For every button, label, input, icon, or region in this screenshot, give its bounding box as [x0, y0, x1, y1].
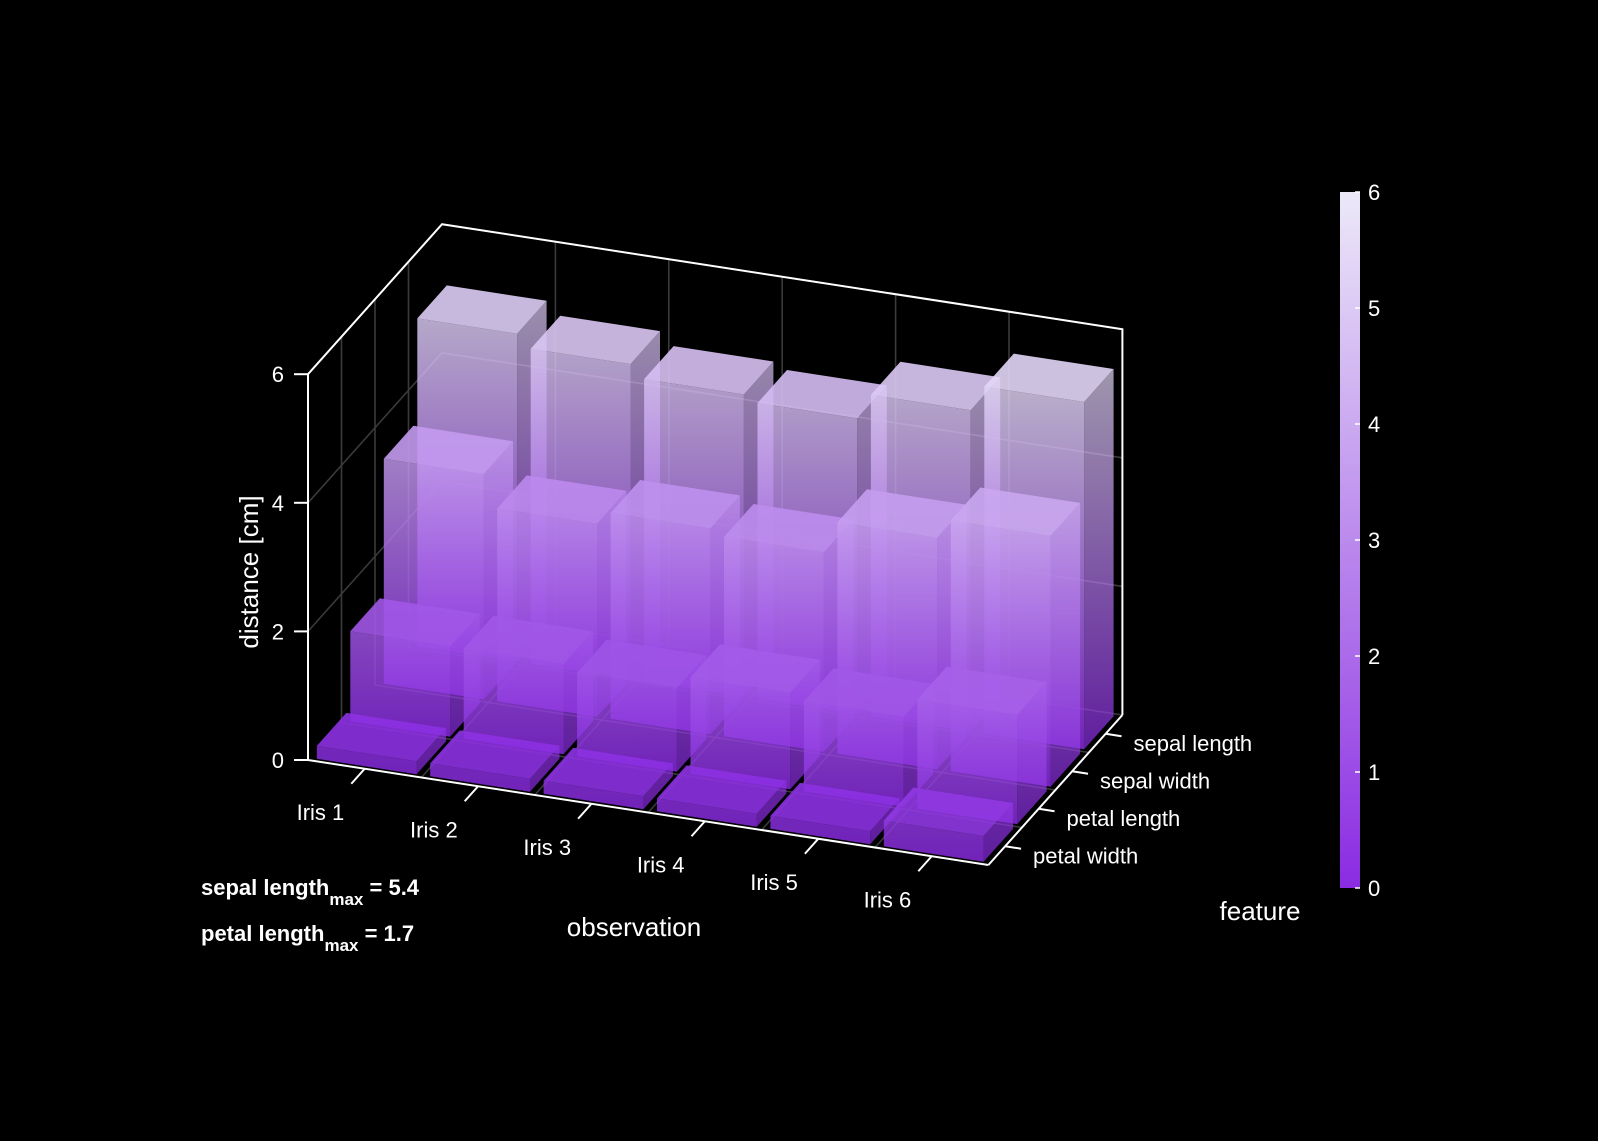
annotation-value: = 1.7: [358, 921, 414, 946]
colorbar-tick-label: 0: [1368, 876, 1380, 901]
bar-petal-width-3: [543, 747, 673, 810]
bar-petal-width-6: [883, 787, 1014, 862]
y-tick: [1105, 732, 1122, 738]
y-tick-label: sepal length: [1134, 731, 1253, 756]
bar-petal-length-5: [803, 668, 934, 807]
x-tick: [804, 838, 820, 855]
annotation-sub: max: [329, 890, 364, 909]
bar-petal-length-4: [690, 644, 820, 790]
z-axis-title: distance [cm]: [234, 495, 264, 648]
axis-line: [307, 223, 1124, 715]
bar-petal-length-3: [577, 639, 707, 772]
annotation-petal-length-max: petal lengthmax = 1.7: [201, 921, 414, 955]
colorbar-tick-label: 3: [1368, 528, 1380, 553]
y-tick: [1071, 770, 1089, 775]
x-tick: [690, 820, 706, 837]
bar-petal-width-4: [657, 765, 787, 827]
y-axis-title: feature: [1220, 896, 1301, 926]
bars: [316, 285, 1114, 862]
x-tick-label: Iris 5: [750, 870, 798, 895]
x-tick-label: Iris 3: [523, 835, 571, 860]
z-tick-label: 4: [272, 491, 284, 516]
x-tick: [577, 803, 593, 820]
colorbar-tick-label: 2: [1368, 644, 1380, 669]
bar-petal-width-1: [316, 712, 447, 775]
colorbar-ticks: 0 1 2 3 4 5 6: [1355, 180, 1380, 901]
bar-petal-width-2: [430, 730, 560, 792]
x-tick-label: Iris 6: [864, 887, 912, 912]
z-tick-label: 6: [272, 362, 284, 387]
x-axis-title: observation: [567, 912, 701, 942]
x-tick: [917, 855, 933, 872]
y-tick: [1038, 807, 1055, 813]
axis-line: [987, 714, 1124, 866]
x-tick-label: Iris 4: [637, 852, 685, 877]
annotation-value: = 5.4: [363, 875, 419, 900]
annotation-sepal-length-max: sepal lengthmax = 5.4: [201, 875, 420, 909]
x-tick-label: Iris 1: [297, 800, 345, 825]
annotation-name: petal length: [201, 921, 324, 946]
z-tick-label: 0: [272, 748, 284, 773]
annotation-sub: max: [324, 936, 359, 955]
bar-petal-width-5: [770, 782, 900, 845]
colorbar-tick-label: 5: [1368, 296, 1380, 321]
colorbar-tick-label: 6: [1368, 180, 1380, 205]
colorbar-tick-label: 4: [1368, 412, 1380, 437]
bar-petal-length-1: [350, 598, 480, 737]
x-tick-label: Iris 2: [410, 817, 458, 842]
annotation-name: sepal length: [201, 875, 329, 900]
y-tick-label: petal length: [1067, 806, 1181, 831]
x-tick: [463, 785, 479, 802]
y-tick-label: sepal width: [1100, 769, 1210, 794]
y-tick: [1004, 845, 1022, 850]
colorbar-tick-label: 1: [1368, 760, 1380, 785]
axis-ticks: 0 2 4 6 Iris 1 Iris 2 Iris 3 Iris 4 Iris 5 Iris 6…: [272, 362, 1252, 912]
y-tick-label: petal width: [1033, 844, 1138, 869]
z-tick-label: 2: [272, 619, 284, 644]
x-tick: [350, 768, 366, 785]
colorbar: [1340, 192, 1360, 888]
bar-petal-length-2: [463, 615, 593, 755]
